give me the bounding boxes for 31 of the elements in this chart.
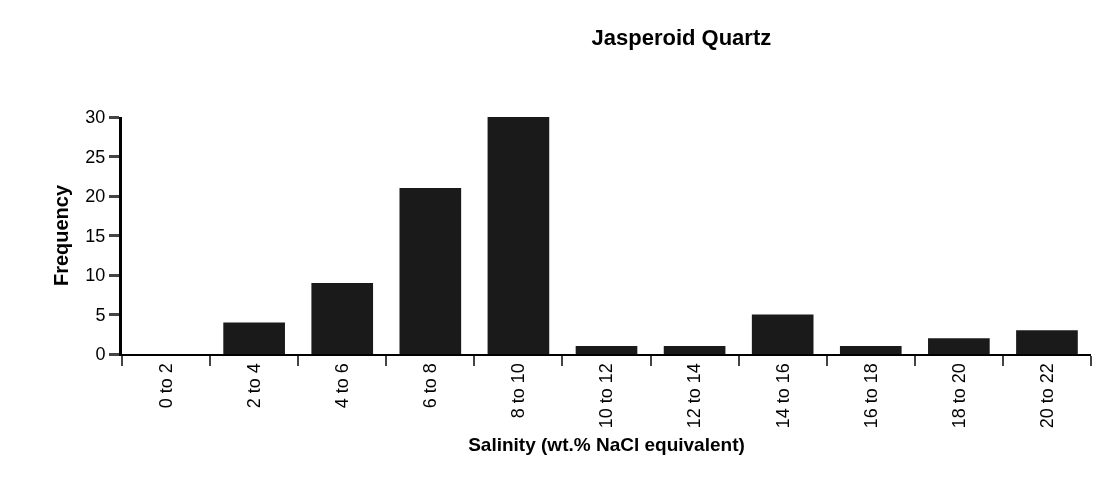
x-tick-label: 18 to 20	[948, 363, 969, 429]
x-tick-label: 20 to 22	[1036, 363, 1057, 429]
y-tick-label: 25	[85, 146, 106, 167]
bar	[928, 338, 990, 354]
x-axis-title: Salinity (wt.% NaCl equivalent)	[468, 433, 745, 455]
y-tick-label: 30	[85, 107, 106, 128]
bar	[839, 346, 902, 354]
bar	[663, 346, 726, 354]
y-tick-label: 15	[85, 225, 106, 246]
x-tick-label: 0 to 2	[155, 363, 176, 409]
x-tick-label: 16 to 18	[860, 363, 881, 429]
bar	[311, 282, 374, 354]
bar	[575, 346, 638, 354]
bar	[487, 117, 550, 354]
bar	[223, 322, 285, 354]
bar	[751, 314, 814, 354]
y-tick-label: 5	[95, 304, 106, 325]
x-tick-label: 8 to 10	[508, 363, 529, 419]
chart-title: Jasperoid Quartz	[591, 25, 772, 51]
y-tick-label: 0	[95, 344, 106, 365]
bar	[1016, 330, 1078, 354]
x-tick-label: 2 to 4	[243, 363, 264, 409]
x-tick-label: 12 to 14	[684, 363, 705, 429]
y-axis-title: Frequency	[49, 184, 72, 287]
bar	[399, 188, 462, 354]
x-tick-label: 14 to 16	[772, 363, 793, 429]
x-tick-label: 4 to 6	[332, 363, 353, 409]
x-tick-label: 6 to 8	[420, 363, 441, 409]
y-tick-label: 20	[85, 186, 106, 207]
y-tick-label: 10	[85, 265, 106, 286]
x-tick-label: 10 to 12	[596, 363, 617, 429]
